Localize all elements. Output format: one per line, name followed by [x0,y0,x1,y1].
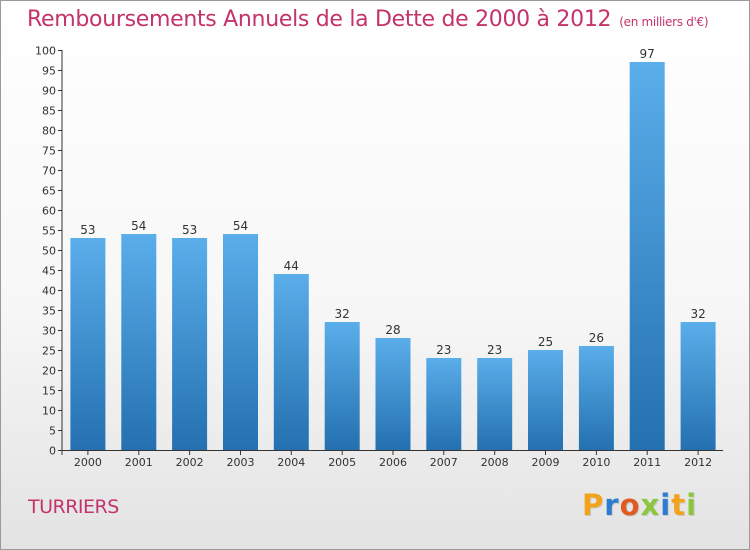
value-label-2006: 28 [385,323,400,337]
y-tick-label: 75 [42,145,56,158]
bar-2003 [223,234,258,450]
x-tick-label-2001: 2001 [125,456,153,469]
logo-letter: x [640,488,661,522]
bar-2000 [70,238,106,450]
x-tick-label-2008: 2008 [481,456,509,469]
value-label-2004: 44 [284,259,299,273]
x-tick-label-2000: 2000 [74,456,102,469]
value-label-2000: 53 [80,223,95,237]
bar-2012 [680,322,716,450]
commune-name: TURRIERS [28,496,119,518]
bar-2002 [172,238,208,450]
bar-2007 [426,358,462,450]
y-tick-label: 30 [42,325,56,338]
y-tick-label: 35 [42,305,56,318]
value-label-2008: 23 [487,343,502,357]
logo-letter: P [582,488,605,522]
value-label-2007: 23 [436,343,451,357]
value-label-2009: 25 [538,335,553,349]
x-tick-label-2004: 2004 [277,456,305,469]
chart-unit: (en milliers d'€) [619,15,709,29]
x-tick-label-2003: 2003 [227,456,255,469]
bar-2009 [528,350,563,450]
y-tick-label: 60 [42,205,56,218]
logo-letter: t [671,488,687,522]
y-tick-label: 90 [42,85,56,98]
y-tick-label: 95 [42,65,56,78]
y-tick-label: 10 [42,405,56,418]
y-tick-label: 5 [49,425,56,438]
chart-title-text: Remboursements Annuels de la Dette de 20… [27,7,612,32]
y-tick-label: 15 [42,385,56,398]
value-label-2012: 32 [690,307,705,321]
bar-2011 [629,62,665,450]
y-tick-label: 100 [35,45,56,58]
y-tick-label: 40 [42,285,56,298]
bar-2004 [273,274,309,450]
logo-letter: r [604,488,620,522]
chart-title: Remboursements Annuels de la Dette de 20… [27,7,709,32]
x-tick-label-2002: 2002 [176,456,204,469]
x-tick-label-2005: 2005 [328,456,356,469]
logo-letter: i [660,488,672,522]
x-tick-label-2012: 2012 [684,456,712,469]
value-label-2001: 54 [131,219,146,233]
y-tick-label: 65 [42,185,56,198]
y-tick-label: 80 [42,125,56,138]
x-tick-label-2010: 2010 [582,456,610,469]
y-tick-label: 45 [42,265,56,278]
logo-letter: i [686,488,698,522]
value-label-2010: 26 [589,331,604,345]
y-tick-label: 55 [42,225,56,238]
value-label-2011: 97 [640,47,655,61]
bar-2005 [324,322,360,450]
bar-2008 [477,358,513,450]
x-tick-label-2007: 2007 [430,456,458,469]
y-tick-label: 0 [49,445,56,458]
value-label-2002: 53 [182,223,197,237]
x-axis: 2000 2001 2002 2003 2004 2005 2006 2007 2008 2009… [58,450,723,469]
bar-2006 [375,338,411,450]
y-tick-label: 50 [42,245,56,258]
x-tick-label-2011: 2011 [633,456,661,469]
bar-2001 [121,234,157,450]
logo-letter: o [619,488,641,522]
y-tick-label: 70 [42,165,56,178]
x-tick-label-2009: 2009 [532,456,560,469]
value-label-2005: 32 [335,307,350,321]
value-label-2003: 54 [233,219,248,233]
y-axis: 0 5 10 15 20 25 30 35 40 45 50 55 60 65 70 75 80 85 90 95 10… [35,45,63,458]
bar-2010 [578,346,614,450]
bars: 53 54 53 54 44 32 28 23 23 25 26 97 32 [70,47,716,450]
y-tick-label: 85 [42,105,56,118]
x-tick-label-2006: 2006 [379,456,407,469]
y-tick-label: 20 [42,365,56,378]
y-tick-label: 25 [42,345,56,358]
proxiti-logo: Proxiti [582,488,697,522]
